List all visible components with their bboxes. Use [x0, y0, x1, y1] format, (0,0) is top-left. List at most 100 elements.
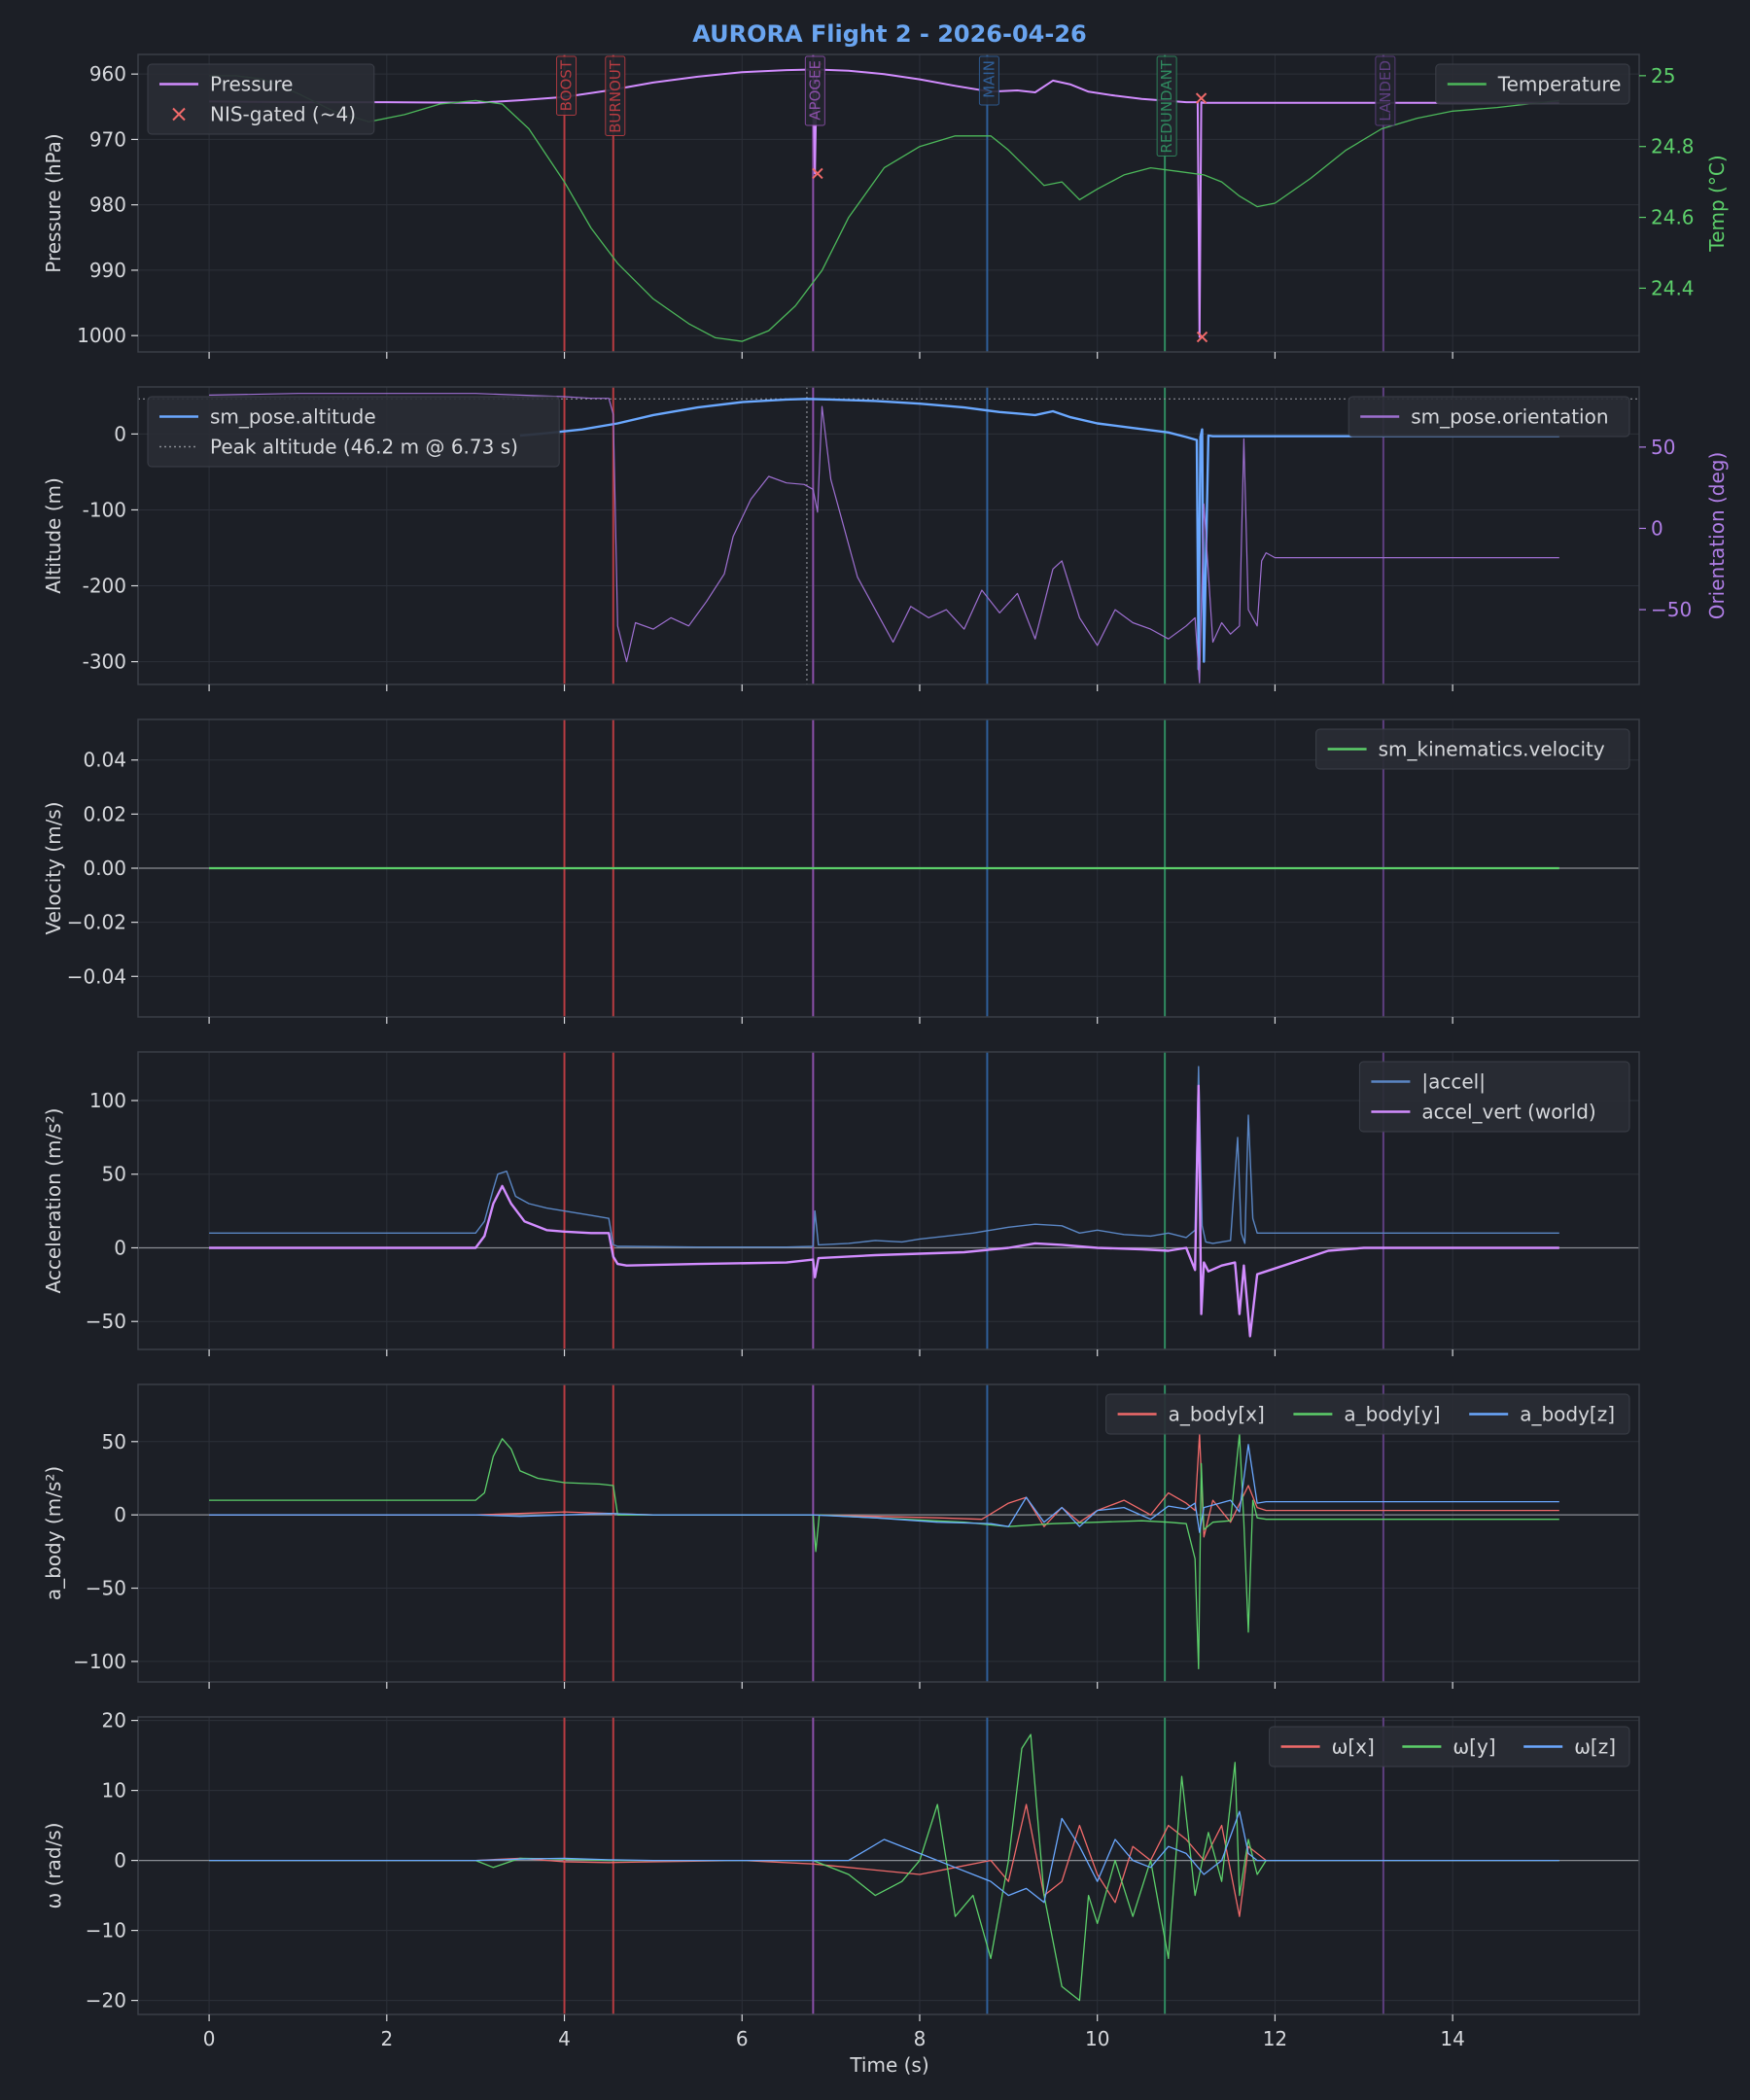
chart-title: AURORA Flight 2 - 2026-04-26	[692, 20, 1086, 48]
event-label-burnout: BURNOUT	[605, 55, 626, 136]
y-tick-label: 970	[89, 127, 126, 151]
series-line-a-body-z-	[209, 1444, 1559, 1533]
y-axis-label: Acceleration (m/s²)	[42, 1108, 65, 1294]
y-tick-label: -300	[83, 650, 126, 674]
series-line-a-body-y-	[209, 1433, 1559, 1670]
event-label-redundant: REDUNDANT	[1156, 55, 1177, 157]
x-tick-label: 12	[1263, 2027, 1287, 2050]
series-line--x-	[209, 1803, 1559, 1917]
event-label-boost: BOOST	[556, 55, 578, 116]
y-tick-label: −0.04	[67, 964, 126, 988]
y-axis-label: ω (rad/s)	[42, 1822, 65, 1908]
legend-label: accel_vert (world)	[1421, 1101, 1595, 1124]
y2-tick-label: 0	[1651, 516, 1663, 540]
y-tick-label: -200	[83, 575, 126, 598]
panel-pressure: BOOST BURNOUT APOGEE MAIN REDUNDANT LANDED 960…	[42, 53, 1729, 359]
y-tick-label: 10	[102, 1779, 126, 1802]
y-tick-label: −50	[86, 1577, 126, 1600]
y-axis-label: Pressure (hPa)	[42, 133, 65, 272]
y-tick-label: 0.04	[83, 749, 126, 772]
y2-tick-label: 24.6	[1651, 206, 1695, 229]
legend-box	[1105, 1393, 1630, 1435]
y-tick-label: 100	[89, 1089, 126, 1112]
panels: BOOST BURNOUT APOGEE MAIN REDUNDANT LANDED 960…	[42, 53, 1729, 2050]
y-tick-label: 0	[114, 1236, 126, 1259]
event-label-text: APOGEE	[806, 60, 823, 121]
x-tick-label: 10	[1085, 2027, 1109, 2050]
series-line--z-	[209, 1810, 1559, 1904]
legend-right: Temperature	[1435, 63, 1630, 105]
legend-label: |accel|	[1421, 1070, 1486, 1094]
nis-gated-marker	[812, 167, 823, 180]
legend-box	[147, 63, 375, 135]
legend-label: NIS-gated (~4)	[210, 103, 356, 126]
y2-tick-label: 24.8	[1651, 135, 1695, 158]
y-tick-label: 0.00	[83, 857, 126, 880]
y-tick-label: 980	[89, 193, 126, 217]
legend-right: a_body[x] a_body[y] a_body[z]	[1105, 1393, 1630, 1435]
legend-box	[1348, 396, 1630, 438]
legend-left: sm_pose.altitude Peak altitude (46.2 m @ …	[147, 396, 560, 468]
legend-box	[1269, 1726, 1630, 1768]
x-tick-label: 0	[203, 2027, 216, 2050]
y2-tick-label: 50	[1651, 436, 1675, 459]
legend-swatch-marker	[172, 107, 186, 122]
event-label-box	[804, 55, 825, 126]
event-label-apogee: APOGEE	[804, 55, 825, 126]
legend-label: ω[y]	[1452, 1735, 1495, 1759]
legend-right: sm_pose.orientation	[1348, 396, 1630, 438]
legend-label: sm_pose.altitude	[210, 405, 376, 429]
series-line--accel-	[209, 1066, 1559, 1248]
series-line-accel-vert-world-	[209, 1084, 1559, 1338]
x-tick-label: 6	[736, 2027, 749, 2050]
y-axis-label: Altitude (m)	[42, 477, 65, 594]
y-tick-label: 0.02	[83, 802, 126, 825]
legend-right: sm_kinematics.velocity	[1315, 728, 1630, 770]
legend-label: ω[x]	[1332, 1735, 1375, 1759]
legend-right: ω[x] ω[y] ω[z]	[1269, 1726, 1630, 1768]
event-label-text: BURNOUT	[607, 59, 624, 133]
plot-frame	[137, 386, 1640, 685]
event-label-main: MAIN	[978, 55, 999, 106]
plot-frame	[137, 1051, 1640, 1350]
legend-box	[1358, 1061, 1630, 1133]
legend-label: Temperature	[1497, 73, 1622, 96]
legend-label: ω[z]	[1574, 1735, 1616, 1759]
y-axis-label: a_body (m/s²)	[42, 1466, 65, 1600]
nis-gated-marker	[1195, 92, 1208, 104]
x-tick-label: 4	[558, 2027, 571, 2050]
event-label-box	[1375, 55, 1396, 126]
y-tick-label: 50	[102, 1430, 126, 1453]
event-label-landed: LANDED	[1375, 55, 1396, 126]
event-label-box	[605, 55, 626, 136]
nis-gated-marker	[1196, 331, 1208, 343]
event-label-box	[556, 55, 578, 116]
event-label-text: REDUNDANT	[1158, 59, 1175, 153]
y-tick-label: −20	[86, 1989, 126, 2012]
y2-tick-label: −50	[1651, 598, 1692, 621]
legend-right: |accel| accel_vert (world)	[1358, 1061, 1630, 1133]
y-tick-label: 0	[114, 1849, 126, 1872]
legend-label: Peak altitude (46.2 m @ 6.73 s)	[210, 436, 518, 459]
y-tick-label: −100	[73, 1650, 126, 1673]
panel-velocity: −0.04 −0.02 0.00 0.02 0.04 Velocity (m/s) sm_k…	[42, 718, 1640, 1024]
y-tick-label: 0	[114, 1503, 126, 1526]
y-tick-label: 1000	[77, 324, 126, 347]
x-axis-label: Time (s)	[849, 2053, 928, 2077]
y-tick-label: −50	[86, 1310, 126, 1333]
y2-axis-label: Orientation (deg)	[1705, 452, 1729, 620]
y-tick-label: 20	[102, 1709, 126, 1732]
y-tick-label: 50	[102, 1163, 126, 1186]
x-tick-label: 8	[914, 2027, 927, 2050]
legend-left: Pressure NIS-gated (~4)	[147, 63, 375, 135]
legend-box	[1435, 63, 1630, 105]
y-tick-label: −10	[86, 1919, 126, 1942]
y-tick-label: 960	[89, 62, 126, 86]
plot-frame	[137, 53, 1640, 353]
y2-tick-label: 24.4	[1651, 276, 1695, 299]
event-label-box	[978, 55, 999, 106]
x-tick-label: 14	[1440, 2027, 1464, 2050]
plot-frame	[137, 1383, 1640, 1683]
